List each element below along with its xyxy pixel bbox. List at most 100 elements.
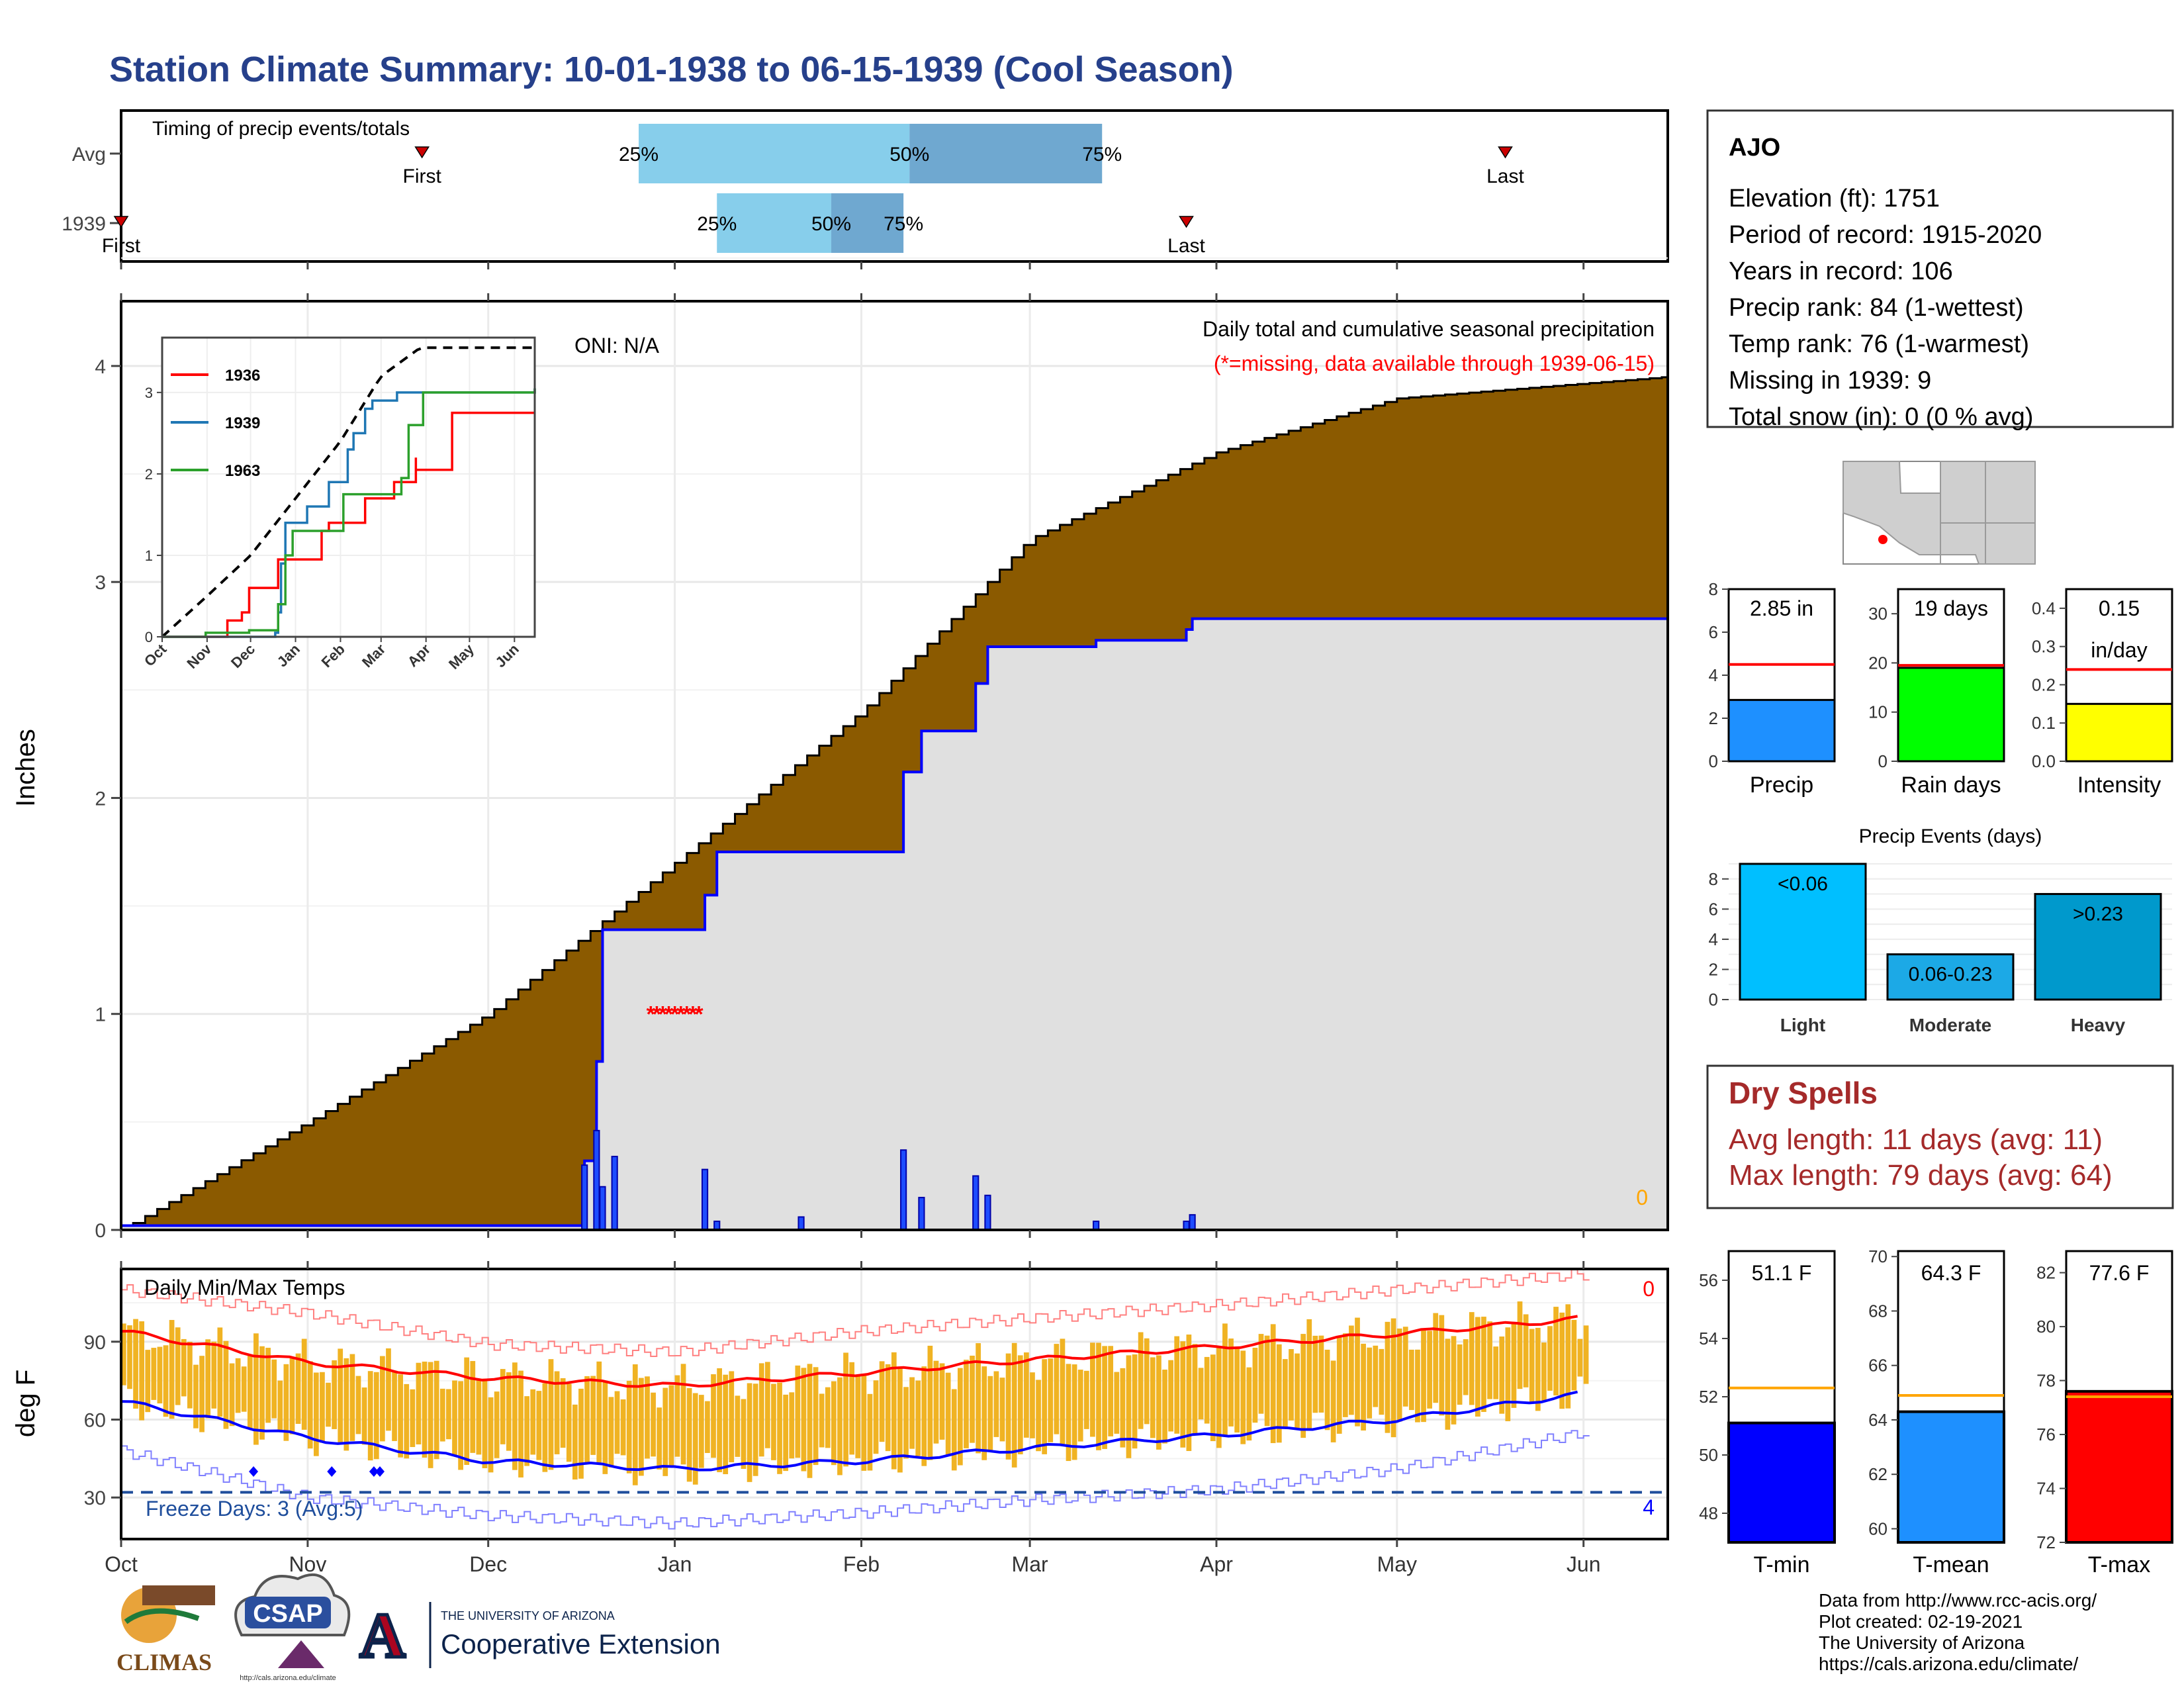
daily-temp-bar xyxy=(163,1345,169,1417)
daily-temp-bar xyxy=(404,1383,410,1459)
temp-summary-ytick-label: 62 xyxy=(1868,1464,1888,1484)
daily-temp-bar xyxy=(1270,1324,1276,1444)
dry-spells-box: Dry Spells Avg length: 11 days (avg: 11)… xyxy=(1706,1064,2174,1209)
daily-precip-bar xyxy=(701,1168,709,1231)
csap-logo-text: CSAP xyxy=(253,1600,323,1628)
daily-temp-bar xyxy=(801,1368,807,1472)
mini-bar-ytick-label: 0 xyxy=(1878,751,1888,771)
daily-temp-bar xyxy=(1367,1347,1373,1419)
daily-temp-bar xyxy=(674,1375,680,1457)
footer-line: Plot created: 02-19-2021 xyxy=(1819,1611,2023,1632)
footer: Data from http://www.rcc-acis.org/Plot c… xyxy=(116,1573,2097,1682)
daily-temp-bar xyxy=(1324,1349,1330,1430)
daily-temp-bar xyxy=(729,1371,735,1462)
daily-temp-bar xyxy=(199,1356,205,1432)
daily-temp-bar xyxy=(542,1383,548,1472)
temp-ylabel: deg F xyxy=(11,1370,40,1437)
daily-temp-bar xyxy=(602,1380,608,1474)
daily-temp-bar xyxy=(500,1369,506,1444)
daily-temp-bar xyxy=(1342,1333,1348,1417)
timing-last-label: Last xyxy=(1167,235,1205,257)
daily-precip-bar xyxy=(611,1156,618,1231)
freeze-day-marker xyxy=(369,1466,379,1477)
daily-temp-bar xyxy=(657,1407,662,1470)
daily-temp-bar xyxy=(1168,1360,1173,1432)
precip-ytick-label: 0 xyxy=(95,1220,106,1242)
daily-temp-bar xyxy=(277,1380,283,1431)
precip-ytick-label: 3 xyxy=(95,572,106,594)
inset-legend-label: 1939 xyxy=(225,414,260,432)
daily-temp-bar xyxy=(1505,1327,1511,1421)
daily-temp-bar xyxy=(373,1372,379,1460)
temp-summary-ytick-label: 68 xyxy=(1868,1301,1888,1321)
daily-temp-bar xyxy=(717,1368,722,1473)
csap-logo: CSAP http://cals.arizona.edu/climate xyxy=(234,1573,351,1682)
daily-temp-bar xyxy=(999,1378,1005,1442)
mini-bar-value-label-2: in/day xyxy=(2091,638,2147,662)
daily-temp-bar xyxy=(976,1343,981,1454)
daily-temp-bar xyxy=(343,1358,349,1451)
daily-temp-bar xyxy=(1396,1328,1402,1422)
daily-temp-bar xyxy=(1481,1317,1486,1412)
temp-summary-ytick-label: 60 xyxy=(1868,1519,1888,1538)
daily-temp-bar xyxy=(572,1404,578,1480)
daily-temp-bar xyxy=(981,1366,987,1460)
daily-temp-bar xyxy=(211,1341,217,1409)
temp-summary-t-max: 72 74 76 78 80 82 77.6 F T-max xyxy=(2036,1250,2173,1577)
daily-temp-bar xyxy=(301,1338,307,1430)
events-category-label: Light xyxy=(1780,1015,1825,1035)
dry-spells-max: Max length: 79 days (avg: 64) xyxy=(1729,1159,2113,1192)
daily-temp-bar xyxy=(758,1363,764,1457)
daily-temp-bar xyxy=(1192,1344,1198,1436)
events-bar-label: <0.06 xyxy=(1778,873,1828,895)
daily-temp-bar xyxy=(741,1399,747,1469)
daily-temp-bar xyxy=(783,1394,789,1472)
timing-panel: Timing of precip events/totals Avg 25% 50%… xyxy=(62,109,1669,263)
daily-temp-bar xyxy=(777,1382,782,1474)
daily-temp-bar xyxy=(1005,1353,1011,1460)
temp-summary-ytick-label: 56 xyxy=(1699,1270,1718,1290)
daily-temp-bar xyxy=(686,1387,692,1482)
daily-temp-bar xyxy=(416,1362,422,1445)
freeze-day-marker xyxy=(249,1466,259,1477)
daily-temp-bar xyxy=(1487,1321,1492,1399)
oni-label: ONI: N/A xyxy=(574,334,660,357)
daily-temp-bar xyxy=(355,1376,361,1434)
events-ytick-label: 0 xyxy=(1709,990,1718,1009)
temp-ytick-label: 30 xyxy=(84,1487,106,1509)
mini-bar-value xyxy=(2065,702,2173,763)
daily-temp-bar xyxy=(1295,1353,1300,1430)
daily-temp-bar xyxy=(398,1374,404,1458)
location-map xyxy=(1843,461,2036,565)
daily-temp-bar xyxy=(692,1393,698,1485)
daily-temp-bar xyxy=(1102,1346,1107,1449)
daily-temp-bar xyxy=(410,1389,416,1447)
daily-temp-bar xyxy=(223,1340,229,1429)
daily-precip-bar xyxy=(984,1194,991,1231)
daily-temp-bar xyxy=(205,1339,211,1419)
daily-temp-bar xyxy=(891,1352,897,1470)
daily-temp-bar xyxy=(1283,1359,1288,1428)
daily-temp-bar xyxy=(1210,1354,1216,1442)
inset-frame xyxy=(161,336,536,638)
daily-temp-bar xyxy=(530,1389,536,1455)
events-ytick-label: 8 xyxy=(1709,869,1718,889)
inset-ytick-label: 3 xyxy=(145,385,153,401)
daily-temp-bar xyxy=(1451,1336,1457,1425)
daily-temp-bar xyxy=(885,1364,891,1452)
daily-temp-bar xyxy=(181,1338,187,1397)
timing-bar-50-75 xyxy=(831,193,904,253)
daily-temp-bar xyxy=(1529,1329,1535,1403)
daily-temp-bar xyxy=(1246,1367,1252,1441)
daily-temp-bar xyxy=(1150,1357,1156,1438)
inset-ytick-label: 0 xyxy=(145,629,153,645)
mini-bar-ytick-label: 10 xyxy=(1868,702,1888,722)
csap-mountain-icon xyxy=(278,1640,324,1668)
daily-temp-bar xyxy=(1433,1313,1439,1403)
daily-temp-bar xyxy=(1126,1355,1132,1458)
daily-temp-bar xyxy=(1042,1359,1048,1454)
events-ytick-label: 6 xyxy=(1709,899,1718,919)
daily-temp-bar xyxy=(548,1359,554,1470)
timing-first-label: First xyxy=(102,235,141,257)
daily-temp-bar xyxy=(1511,1323,1517,1408)
